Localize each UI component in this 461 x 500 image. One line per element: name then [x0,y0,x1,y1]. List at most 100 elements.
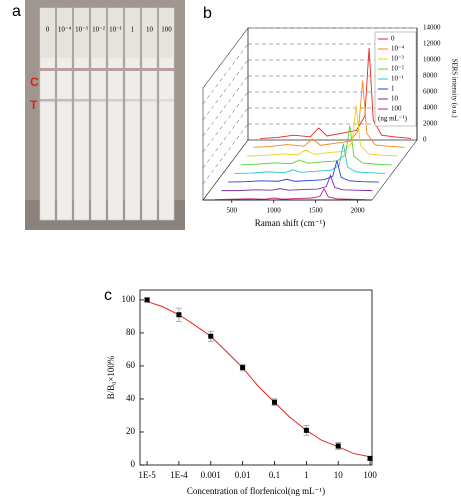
strip-pad [125,8,140,58]
control-band [142,68,157,71]
x-tick-label: 1E-4 [170,470,188,480]
legend-label: 10⁻² [391,65,404,73]
strip-label: 10⁻² [92,26,105,34]
strip-label: 10 [146,26,154,34]
y-tick-label: 80 [126,327,136,337]
control-band [40,68,55,71]
x-tick-label: 0.1 [269,470,280,480]
control-band [91,68,106,71]
spectrum-line [253,80,405,148]
data-point [367,455,373,461]
grid-line [202,139,249,201]
test-band [40,99,55,102]
legend-label: 10⁻¹ [391,75,404,83]
spectrum-line [214,187,367,201]
control-band [108,68,123,71]
y-tick-label: 60 [126,360,136,370]
strip-label: 10⁻⁴ [58,26,72,34]
y-tick-label: 100 [122,294,136,304]
spectrum-line [227,160,379,183]
grid-line [202,59,249,121]
y-tick-label: 2000 [423,120,438,128]
data-point [144,297,150,303]
legend-label: 0 [391,35,395,43]
y-tick-label: 10000 [423,56,441,64]
panel-label: b [203,5,212,22]
band-label: T [30,98,38,112]
x-tick-label: 0.01 [235,470,251,480]
control-band [57,68,72,71]
x-tick-label: 0.001 [201,470,221,480]
y-tick-label: 0 [131,459,136,469]
strip-label: 10⁻³ [75,26,88,34]
test-band [142,99,157,102]
test-band [159,99,174,102]
legend-title: (ng mL⁻¹) [378,115,408,123]
grid-line [202,27,249,89]
panel-label: c [104,287,112,304]
strip-pad [142,8,157,58]
data-point [271,399,277,405]
y-tick-label: 12000 [423,40,441,48]
fit-curve [146,301,371,458]
grid-line [202,91,249,153]
test-band [91,99,106,102]
legend-label: 10 [391,95,399,103]
band-label: C [30,75,39,89]
strip-pad [57,8,72,58]
spectrum-line [240,125,392,166]
spectrum-line [221,174,373,192]
y-tick-label: 0 [423,136,427,144]
y-tick-label: 8000 [423,72,438,80]
y-axis-label: SERS intensity (a.u.) [450,58,458,118]
legend-label: 100 [391,105,402,113]
data-point [303,427,309,433]
strip-label: 10⁻¹ [109,26,122,34]
x-tick-label: 2000 [351,207,366,215]
legend-label: 10⁻³ [391,55,404,63]
strip-pad [159,8,174,58]
x-tick-label: 1E-5 [138,470,156,480]
legend-label: 10⁻⁴ [391,45,405,53]
spectrum-line [247,105,399,157]
x-tick-label: 1 [304,470,309,480]
x-axis-label: Raman shift (cm⁻¹) [255,218,325,228]
strip-label: 100 [161,26,172,34]
legend-label: 1 [391,85,395,93]
left-wall [202,27,249,201]
y-tick-label: 4000 [423,104,438,112]
x-tick-label: 100 [363,470,377,480]
test-band [74,99,89,102]
grid-line [202,43,249,105]
x-tick-label: 500 [227,207,238,215]
control-band [74,68,89,71]
grid-line [202,123,249,185]
strip-pad [40,8,55,58]
control-band [159,68,174,71]
y-tick-label: 40 [126,393,136,403]
panel-label: a [12,3,21,20]
strip-label: 0 [46,26,50,34]
x-axis-label: Concentration of florfenicol(ng mL⁻¹) [187,486,325,496]
y-tick-label: 14000 [423,24,441,32]
strip-pad [74,8,89,58]
data-point [208,333,214,339]
grid-line [202,107,249,169]
test-band [125,99,140,102]
spectrum-line [234,143,386,174]
data-point [240,365,246,371]
plot-frame [139,289,373,466]
control-band [125,68,140,71]
strip-label: 1 [131,26,135,34]
data-point [335,443,341,449]
test-band [57,99,72,102]
y-axis-label: B/B₀×100% [106,355,116,399]
y-tick-label: 20 [126,426,136,436]
y-tick-label: 6000 [423,88,438,96]
x-tick-label: 10 [334,470,344,480]
strip-pad [91,8,106,58]
grid-line [202,75,249,137]
data-point [176,312,182,318]
x-tick-label: 1000 [267,207,282,215]
